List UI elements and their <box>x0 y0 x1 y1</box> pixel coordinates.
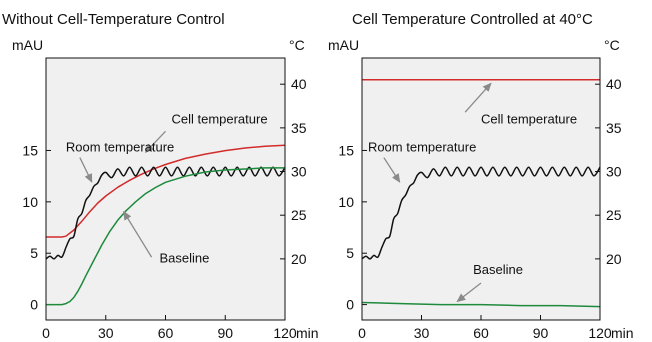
x-tick-label: 0 <box>42 325 50 341</box>
x-tick-label: 30 <box>414 325 430 341</box>
y-right-tick-label: 35 <box>291 120 307 136</box>
annotation-label: Room temperature <box>66 139 174 154</box>
y-right-unit-2: °C <box>604 37 620 53</box>
y-left-unit-2: mAU <box>328 37 359 53</box>
x-tick-label: 60 <box>158 325 174 341</box>
series-line-room-temperature-1 <box>45 166 286 260</box>
annotation-arrow <box>456 282 482 303</box>
y-right-tick-label: 20 <box>606 251 622 267</box>
plot-frame-2 <box>361 57 601 321</box>
annotation-label: Cell temperature <box>481 112 577 127</box>
x-unit-1: min <box>296 325 319 341</box>
x-unit-2: min <box>611 325 634 341</box>
chart-title-1: Without Cell-Temperature Control <box>2 11 225 28</box>
x-tick-label: 120 <box>273 325 297 341</box>
series-line-room-temperature-2 <box>361 166 601 260</box>
x-tick-label: 120 <box>588 325 612 341</box>
y-right-tick-label: 40 <box>606 76 622 92</box>
y-left-tick-label: 5 <box>346 245 354 261</box>
y-left-tick-label: 0 <box>30 297 38 313</box>
y-left-tick-label: 15 <box>22 142 38 158</box>
annotation-label: Room temperature <box>368 139 476 154</box>
y-left-tick-label: 10 <box>338 194 354 210</box>
y-left-tick-label: 15 <box>338 142 354 158</box>
y-left-tick-label: 10 <box>22 194 38 210</box>
y-right-tick-label: 20 <box>291 251 307 267</box>
plot-area-2 <box>362 58 600 320</box>
annotation-label: Cell temperature <box>171 112 267 127</box>
series-line-baseline-2 <box>361 301 601 308</box>
x-tick-label: 90 <box>217 325 233 341</box>
y-left-tick-label: 0 <box>346 297 354 313</box>
y-right-tick-label: 35 <box>606 120 622 136</box>
x-tick-label: 60 <box>473 325 489 341</box>
chart-title-2: Cell Temperature Controlled at 40°C <box>352 11 593 28</box>
series-line-cell-temperature-1 <box>46 144 286 238</box>
y-right-tick-label: 30 <box>291 164 307 180</box>
y-right-unit-1: °C <box>289 37 305 53</box>
y-right-tick-label: 25 <box>606 207 622 223</box>
y-right-tick-label: 30 <box>606 164 622 180</box>
annotation-arrow <box>123 210 153 258</box>
annotation-arrow <box>144 130 166 154</box>
y-left-tick-label: 5 <box>30 245 38 261</box>
annotation-arrow <box>464 82 492 113</box>
plot-area-1 <box>46 58 285 320</box>
y-left-unit-1: mAU <box>12 37 43 53</box>
series-line-baseline-1 <box>46 167 285 306</box>
y-right-tick-label: 40 <box>291 76 307 92</box>
annotation-arrow <box>383 157 401 183</box>
annotation-arrow <box>79 157 93 183</box>
annotation-label: Baseline <box>473 262 523 277</box>
y-right-tick-label: 25 <box>291 207 307 223</box>
x-tick-label: 30 <box>98 325 114 341</box>
x-tick-label: 0 <box>358 325 366 341</box>
x-tick-label: 90 <box>533 325 549 341</box>
plot-frame-1 <box>45 57 286 321</box>
annotation-label: Baseline <box>160 250 210 265</box>
